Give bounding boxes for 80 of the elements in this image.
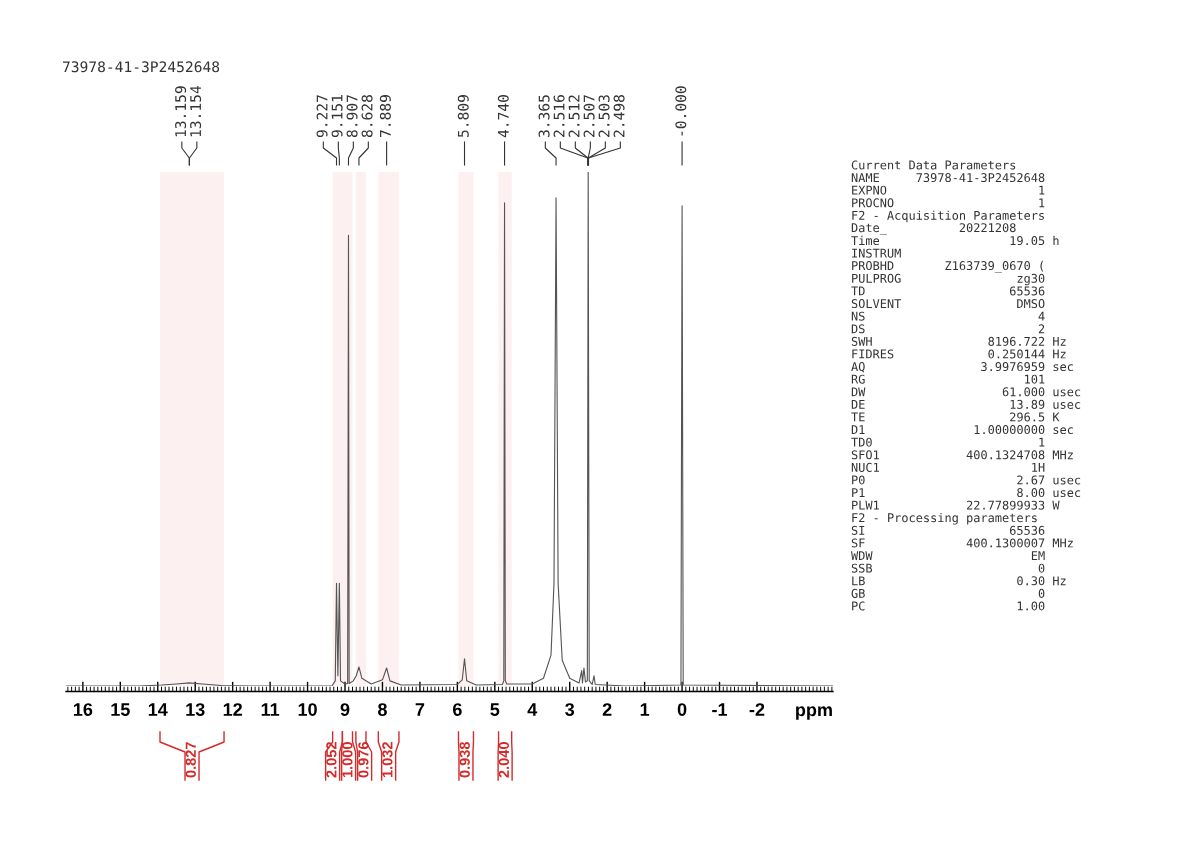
annotation: 5.809 (457, 95, 469, 137)
text: DS 2 (851, 324, 1045, 334)
text: DE 13.89 usec (851, 399, 1081, 409)
x-tick-label: 3 (565, 703, 575, 716)
annotation: 2.498 (613, 95, 625, 137)
annotation: 2.503 (598, 95, 610, 137)
text: FIDRES 0.250144 Hz (852, 349, 1066, 359)
text: F2 - Acquisition Parameters (852, 210, 1044, 223)
text: NUC1 1H (851, 462, 1045, 472)
x-tick-label: 12 (223, 703, 242, 716)
text: SF 400.1300007 MHz (851, 538, 1073, 548)
band-label: 1.032 (382, 742, 393, 778)
x-tick-label: -1 (712, 703, 728, 716)
annotation: 9.151 (331, 95, 343, 138)
text: SSB 0 (851, 563, 1045, 573)
annotation: 2.516 (553, 95, 565, 137)
annotation: -0.000 (675, 86, 687, 136)
text: WDW EM (851, 551, 1045, 560)
text: NAME 73978-41-3P2452648 (851, 173, 1045, 183)
band-label: 0.938 (459, 741, 470, 778)
x-tick-label: 10 (298, 703, 317, 716)
band-label: 0.827 (185, 742, 196, 778)
text: AQ 3.9976959 sec (851, 362, 1073, 373)
text: P0 2.67 usec (852, 475, 1081, 485)
x-tick-label: 14 (148, 703, 168, 716)
annotation: 4.740 (497, 95, 509, 138)
text: P1 8.00 usec (852, 488, 1081, 498)
text: GB 0 (851, 588, 1045, 598)
band-label: 2.040 (498, 742, 510, 778)
x-tick-label: 4 (527, 703, 538, 716)
annotation: 3.365 (538, 95, 550, 138)
x-tick-label: 0 (677, 703, 687, 716)
text: TD 65536 (851, 286, 1045, 296)
x-tick-label: 11 (261, 703, 280, 716)
text: RG 101 (851, 374, 1045, 384)
annotation: 13.154 (190, 86, 202, 137)
x-axis-title: ppm (796, 706, 832, 720)
chart-title: 73978-41-3P2452648 (62, 61, 220, 73)
text: DW 61.000 usec (851, 387, 1081, 397)
band-label: 2.052 (326, 742, 337, 778)
x-tick-label: 2 (602, 703, 612, 716)
x-tick-label: -2 (749, 703, 765, 716)
annotation: 7.889 (379, 95, 391, 138)
x-tick-label: 15 (111, 703, 130, 716)
x-tick-label: 9 (340, 703, 350, 716)
band-label: 1.000 (342, 742, 353, 778)
x-tick-label: 8 (378, 703, 387, 716)
annotation: 13.159 (175, 86, 187, 137)
x-tick-label: 7 (415, 703, 425, 716)
x-tick-label: 13 (186, 703, 205, 716)
text: SOLVENT DMSO (851, 299, 1045, 309)
text: SWH 8196.722 Hz (851, 336, 1066, 346)
text: TE 296.5 K (851, 412, 1060, 422)
text: INSTRUM (852, 248, 901, 258)
x-tick-label: 1 (640, 703, 650, 716)
text: F2 - Processing parameters (852, 512, 1037, 525)
x-tick-label: 5 (490, 703, 500, 716)
text: TD0 1 (851, 437, 1045, 447)
text: Current Data Parameters (851, 160, 1016, 170)
x-tick-label: 6 (453, 703, 462, 716)
text: LB 0.30 Hz (852, 576, 1066, 586)
text: PLW1 22.77899933 W (852, 500, 1060, 510)
text: PROBHD Z163739_0670 ( (852, 260, 1044, 273)
text: SI 65536 (851, 525, 1045, 535)
text: NS 4 (851, 311, 1045, 321)
text: D1 1.00000000 sec (851, 425, 1073, 435)
text: PULPROG zg30 (852, 273, 1045, 286)
x-tick-label: 16 (73, 703, 93, 716)
text: PC 1.00 (852, 601, 1045, 611)
text: EXPNO 1 (852, 185, 1045, 195)
annotation: 8.628 (361, 95, 373, 138)
text: Time 19.05 h (851, 235, 1059, 246)
text: PROCNO 1 (852, 198, 1045, 208)
text: Date_ 20221208 (851, 223, 1016, 235)
annotation: 2.512 (568, 95, 580, 137)
annotation: 9.227 (316, 95, 328, 138)
text: SFO1 400.1324708 MHz (851, 450, 1073, 460)
annotation: 2.507 (583, 95, 595, 137)
band-label: 0.976 (358, 742, 369, 778)
annotation: 8.907 (346, 95, 358, 138)
